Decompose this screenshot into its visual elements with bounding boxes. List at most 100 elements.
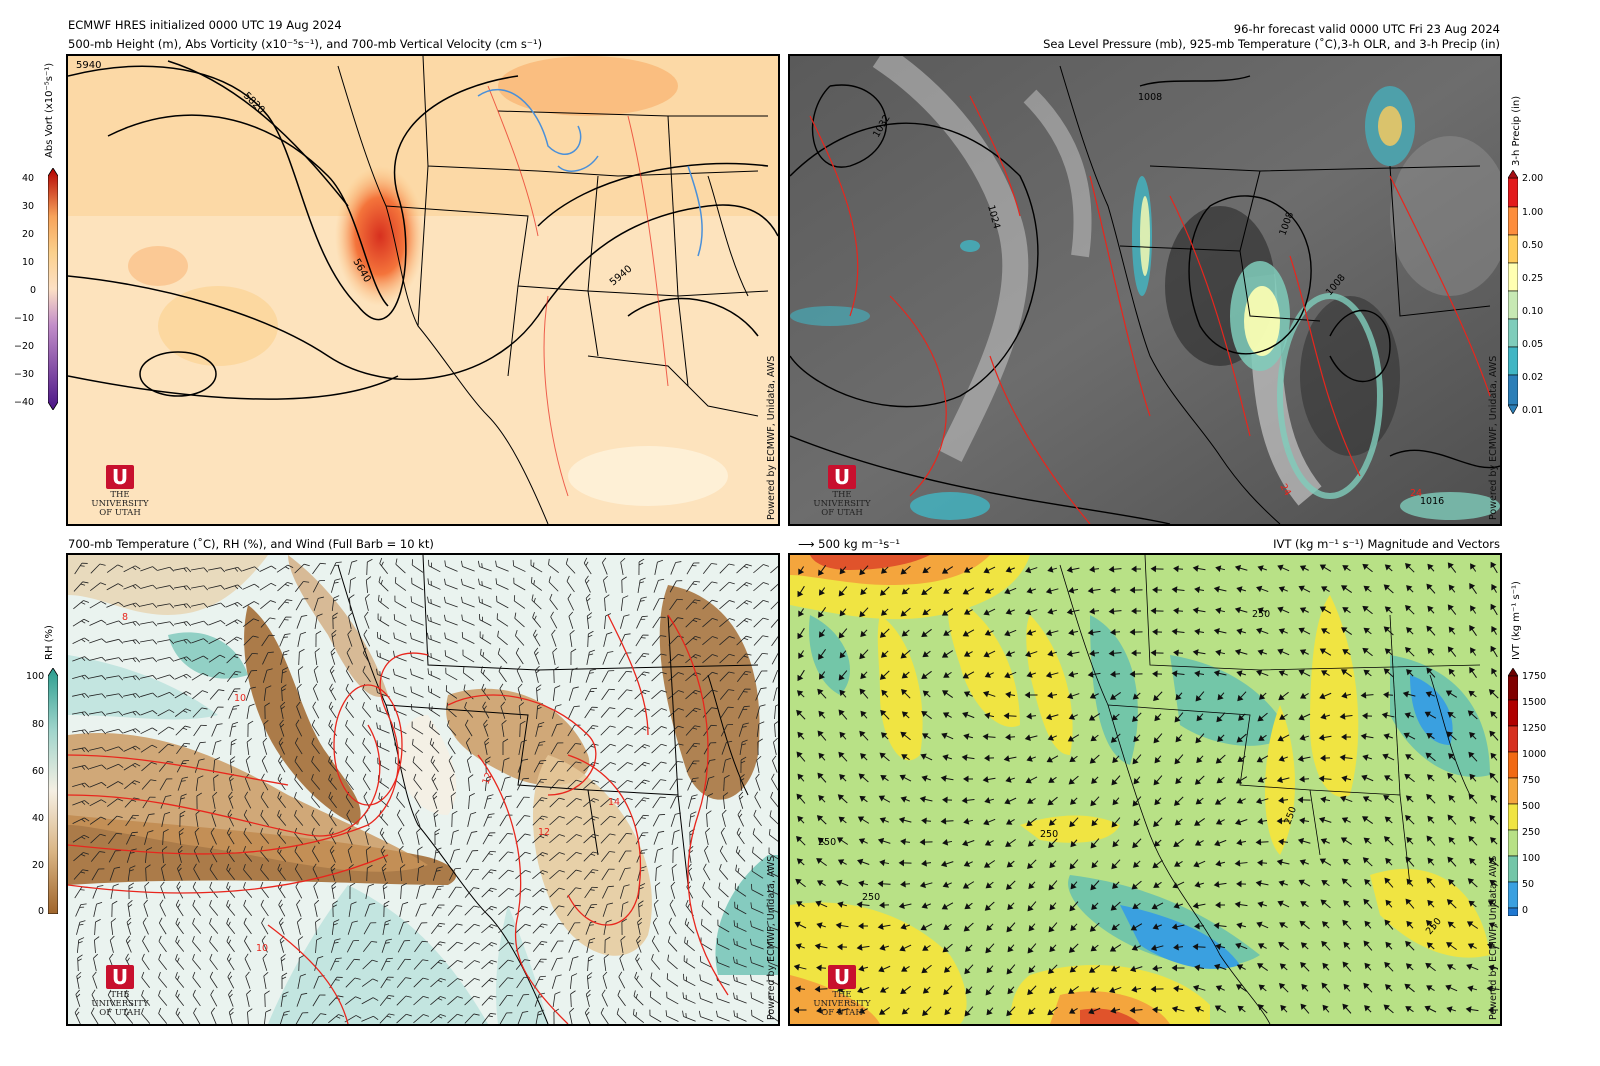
wind-barb	[584, 687, 598, 701]
ivt-vector-arrow	[1131, 944, 1141, 951]
wind-barb	[410, 668, 424, 680]
map-panel-700mb[interactable]: 8 10 12 14 10 12 U THE UNIVERSITY OF UTAH …	[66, 553, 780, 1026]
ivt-vector-arrow	[856, 901, 870, 909]
wind-barb	[651, 690, 667, 700]
ivt-vector-arrow	[961, 754, 975, 761]
ivt-vector-arrow	[880, 732, 889, 740]
ivt-vector-arrow	[1089, 986, 1099, 993]
wind-barb	[651, 726, 667, 736]
wind-barb	[734, 883, 747, 897]
ivt-vector-arrow	[898, 902, 912, 909]
ivt-vector-arrow	[1318, 734, 1332, 741]
map-panel-ivt[interactable]: 250 250 250 250 250 250 U THE UNIVERSITY O…	[788, 553, 1502, 1026]
ivt-vector-arrow	[1048, 922, 1058, 933]
wind-barb	[281, 667, 289, 684]
wind-barb	[668, 672, 684, 682]
ivt-vector-arrow	[1320, 713, 1331, 720]
wind-barb	[413, 995, 429, 1006]
wind-barb	[621, 576, 627, 594]
ivt-vector-arrow	[1490, 645, 1498, 658]
ivt-vector-arrow	[1255, 797, 1269, 805]
wind-barb	[226, 953, 235, 971]
ivt-vector-arrow	[1257, 859, 1268, 867]
ivt-vector-arrow	[1446, 899, 1457, 909]
ivt-vector-arrow	[1404, 983, 1415, 993]
ivt-vector-arrow	[1467, 878, 1478, 888]
ivt-vector-arrow	[1384, 564, 1393, 572]
wind-barb	[723, 774, 730, 792]
slp-map: 1032 1024 1008 1008 1008 1016 24 24	[790, 56, 1500, 524]
wind-barb	[484, 794, 494, 809]
ivt-vector-arrow	[1171, 923, 1185, 930]
ivt-vector-arrow	[1130, 923, 1143, 931]
ivt-vector-arrow	[797, 815, 805, 824]
contour-label: 8	[122, 612, 128, 623]
ivt-vector-arrow	[1258, 734, 1267, 741]
ivt-vector-arrow	[1108, 649, 1122, 657]
wind-barb	[140, 675, 158, 680]
ivt-vector-arrow	[941, 566, 954, 574]
ivt-vector-arrow	[1446, 964, 1456, 971]
wind-barb	[653, 578, 665, 593]
colorbar-tick: 750	[1522, 775, 1541, 786]
ivt-vector-arrow	[901, 587, 910, 595]
ivt-vector-arrow	[1278, 880, 1288, 887]
wind-barb	[175, 989, 185, 1006]
ivt-vector-arrow	[796, 709, 806, 720]
ivt-vector-arrow	[1235, 942, 1248, 950]
ivt-vector-arrow	[1405, 795, 1414, 803]
wind-barb	[365, 846, 372, 864]
ivt-vector-arrow	[984, 797, 995, 804]
ivt-vector-arrow	[1278, 628, 1288, 635]
wind-barb	[552, 685, 561, 702]
wind-barb	[650, 972, 661, 988]
wind-barb	[447, 737, 456, 755]
map-panel-slp-precip[interactable]: 1032 1024 1008 1008 1008 1016 24 24 U TH…	[788, 54, 1502, 526]
wind-barb	[76, 937, 85, 954]
ivt-vector-arrow	[1299, 607, 1309, 614]
wind-barb	[90, 833, 106, 844]
ivt-vector-arrow	[1404, 712, 1414, 719]
ivt-vector-arrow	[1342, 649, 1351, 656]
ivt-vector-arrow	[1026, 629, 1036, 636]
ivt-vector-arrow	[1068, 628, 1079, 636]
wind-barb	[767, 884, 778, 896]
ivt-vector-arrow	[818, 607, 827, 618]
wind-barb	[651, 779, 667, 790]
ivt-vector-arrow	[1384, 775, 1393, 782]
wind-barb	[683, 973, 696, 987]
colorbar-tick: 0.25	[1522, 273, 1544, 284]
wind-barb	[177, 845, 183, 863]
wind-barb	[141, 762, 157, 772]
map-panel-vorticity[interactable]: 5940 5820 5640 5940 U THE UNIVERSITY OF UT…	[66, 54, 780, 526]
ivt-vector-arrow	[1004, 671, 1017, 679]
wind-barb	[751, 883, 764, 897]
wind-barb	[567, 593, 575, 611]
ivt-vector-arrow	[1489, 730, 1499, 741]
ivt-vector-arrow	[1234, 606, 1248, 614]
ivt-vector-arrow	[1342, 565, 1351, 572]
wind-barb	[668, 743, 684, 754]
wind-barb	[635, 832, 649, 845]
wind-barb	[140, 584, 158, 590]
wind-barb	[128, 882, 135, 900]
wind-barb	[721, 740, 733, 755]
wind-barb	[192, 989, 201, 1007]
wind-barb	[618, 670, 633, 683]
ivt-vector-arrow	[1385, 941, 1393, 950]
wind-barb	[532, 888, 548, 898]
wind-barb	[397, 958, 411, 971]
ivt-vector-arrow	[982, 733, 996, 741]
wind-barb	[568, 705, 580, 719]
colorbar-tick: 1000	[1522, 749, 1547, 760]
wind-barb	[349, 882, 356, 900]
ivt-vector-arrow	[1215, 860, 1226, 867]
wind-barb	[89, 764, 107, 770]
wind-barb	[378, 576, 389, 592]
wind-barb	[583, 833, 599, 844]
ivt-vector-arrow	[1256, 755, 1269, 763]
ivt-vector-arrow	[797, 669, 805, 682]
ivt-vector-arrow	[859, 730, 869, 741]
wind-barb	[534, 741, 546, 755]
wind-barb	[157, 566, 175, 572]
